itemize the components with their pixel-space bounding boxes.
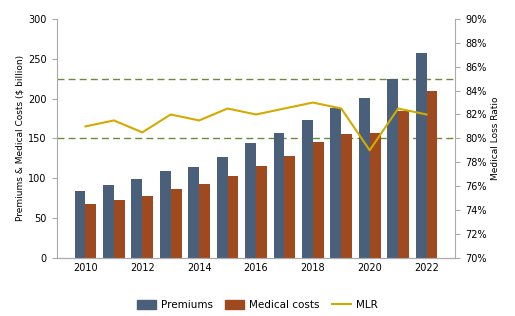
- Bar: [114, 200, 125, 258]
- Bar: [387, 79, 398, 258]
- Bar: [199, 185, 210, 258]
- Bar: [245, 143, 256, 258]
- Bar: [228, 176, 238, 258]
- Bar: [398, 111, 409, 258]
- Bar: [426, 91, 437, 258]
- Bar: [273, 133, 284, 258]
- Bar: [331, 108, 341, 258]
- Bar: [370, 133, 381, 258]
- Bar: [171, 189, 181, 258]
- Bar: [302, 120, 313, 258]
- Bar: [359, 98, 370, 258]
- Bar: [131, 179, 142, 258]
- Bar: [313, 142, 323, 258]
- Legend: Premiums, Medical costs, MLR: Premiums, Medical costs, MLR: [133, 296, 382, 314]
- Bar: [85, 204, 96, 258]
- Bar: [341, 134, 352, 258]
- Bar: [284, 156, 295, 258]
- Y-axis label: Medical Loss Ratio: Medical Loss Ratio: [491, 97, 500, 180]
- Bar: [75, 191, 85, 258]
- Bar: [103, 185, 114, 258]
- Bar: [217, 157, 228, 258]
- Bar: [416, 53, 426, 258]
- Y-axis label: Premiums & Medical Costs ($ billion): Premiums & Medical Costs ($ billion): [15, 55, 24, 222]
- Bar: [256, 166, 267, 258]
- Bar: [188, 167, 199, 258]
- Bar: [160, 171, 171, 258]
- Bar: [142, 196, 153, 258]
